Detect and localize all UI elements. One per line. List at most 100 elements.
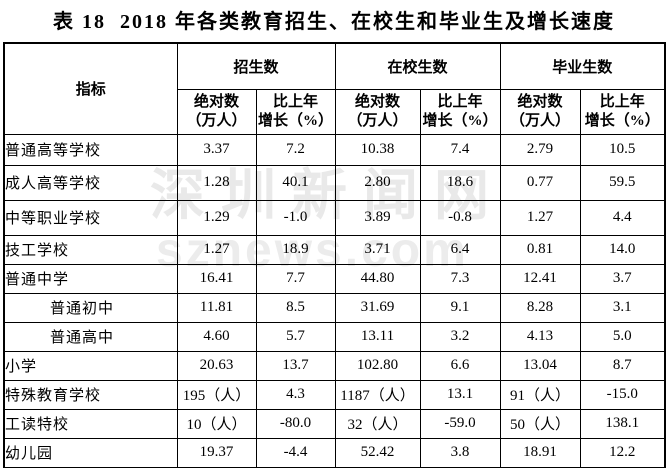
indicator-cell: 普通中学 bbox=[3, 263, 178, 294]
value-cell: 7.7 bbox=[255, 263, 336, 294]
subheader-line: 比上年 bbox=[599, 93, 645, 110]
value-cell: 6.6 bbox=[419, 350, 501, 381]
value-cell: -4.4 bbox=[255, 437, 336, 468]
subheader-line: 绝对数 bbox=[193, 93, 239, 110]
value-cell: 8.5 bbox=[255, 292, 336, 323]
header-enrollment-growth: 比上年增长（%） bbox=[255, 88, 336, 135]
table-row: 幼儿园 19.37 -4.4 52.42 3.8 18.91 12.2 bbox=[3, 437, 666, 468]
value-cell: 0.77 bbox=[499, 164, 581, 201]
value-cell: 7.2 bbox=[255, 133, 336, 166]
value-cell: 10（人） bbox=[176, 408, 257, 439]
value-cell: 10.5 bbox=[579, 133, 666, 166]
value-cell: 6.4 bbox=[419, 234, 501, 265]
indicator-cell: 普通初中 bbox=[3, 292, 178, 323]
value-cell: 18.6 bbox=[419, 164, 501, 201]
header-in-school-absolute: 绝对数 （万人） bbox=[334, 88, 421, 135]
value-cell: 16.41 bbox=[176, 263, 257, 294]
value-cell: 195（人） bbox=[176, 379, 257, 410]
table-title-text: 2018 年各类教育招生、在校生和毕业生及增长速度 bbox=[120, 11, 615, 33]
table-header: 指标 招生数 在校生数 毕业生数 绝对数 （万人） 比上年增长（%） 绝对数 （万人… bbox=[3, 42, 666, 135]
table-row: 普通中学 16.41 7.7 44.80 7.3 12.41 3.7 bbox=[3, 263, 666, 294]
value-cell: 18.9 bbox=[255, 234, 336, 265]
value-cell: 11.81 bbox=[176, 292, 257, 323]
value-cell: 13.04 bbox=[499, 350, 581, 381]
value-cell: 18.91 bbox=[499, 437, 581, 468]
subheader-line: （万人） bbox=[510, 112, 571, 129]
indicator-cell: 小学 bbox=[3, 350, 178, 381]
value-cell: 14.0 bbox=[579, 234, 666, 265]
value-cell: 7.3 bbox=[419, 263, 501, 294]
value-cell: 50（人） bbox=[499, 408, 581, 439]
value-cell: 40.1 bbox=[255, 164, 336, 201]
value-cell: 10.38 bbox=[334, 133, 421, 166]
value-cell: 13.1 bbox=[419, 379, 501, 410]
value-cell: 5.0 bbox=[579, 321, 666, 352]
value-cell: -59.0 bbox=[419, 408, 501, 439]
table-row: 普通高中 4.60 5.7 13.11 3.2 4.13 5.0 bbox=[3, 321, 666, 352]
value-cell: 1.29 bbox=[176, 199, 257, 236]
indicator-cell: 成人高等学校 bbox=[3, 164, 178, 201]
header-indicator: 指标 bbox=[3, 42, 178, 135]
value-cell: 2.79 bbox=[499, 133, 581, 166]
subheader-line: 增长（%） bbox=[258, 112, 334, 129]
header-graduates-absolute: 绝对数 （万人） bbox=[499, 88, 581, 135]
value-cell: 3.1 bbox=[579, 292, 666, 323]
value-cell: 31.69 bbox=[334, 292, 421, 323]
subheader-line: 增长（%） bbox=[584, 112, 660, 129]
table-row: 中等职业学校 1.29 -1.0 3.89 -0.8 1.27 4.4 bbox=[3, 199, 666, 236]
table-title: 表 18 2018 年各类教育招生、在校生和毕业生及增长速度 bbox=[0, 5, 668, 34]
value-cell: 4.13 bbox=[499, 321, 581, 352]
table-row: 普通高等学校 3.37 7.2 10.38 7.4 2.79 10.5 bbox=[3, 133, 666, 166]
indicator-cell: 中等职业学校 bbox=[3, 199, 178, 236]
table-row: 特殊教育学校 195（人） 4.3 1187（人） 13.1 91（人） -15.0 bbox=[3, 379, 666, 410]
table-row: 小学 20.63 13.7 102.80 6.6 13.04 8.7 bbox=[3, 350, 666, 381]
table-row: 成人高等学校 1.28 40.1 2.80 18.6 0.77 59.5 bbox=[3, 164, 666, 201]
value-cell: 3.2 bbox=[419, 321, 501, 352]
value-cell: -15.0 bbox=[579, 379, 666, 410]
header-group-enrollment: 招生数 bbox=[176, 42, 336, 90]
header-sub-row: 绝对数 （万人） 比上年 增长（%） 绝对数 （万人） 比上年 增长（%） 绝对数 （万人… bbox=[4, 88, 666, 135]
header-enrollment-absolute: 绝对数 （万人） bbox=[176, 88, 257, 135]
table-body: 普通高等学校 3.37 7.2 10.38 7.4 2.79 10.5 成人高等学校 1.28 4… bbox=[3, 133, 666, 468]
table-row: 技工学校 1.27 18.9 3.71 6.4 0.81 14.0 bbox=[3, 234, 666, 265]
table-row: 工读特校 10（人） -80.0 32（人） -59.0 50（人） 138.1 bbox=[3, 408, 666, 439]
header-group-row: 指标 招生数 在校生数 毕业生数 bbox=[3, 42, 666, 135]
header-in-school-growth: 比上年 增长（%） bbox=[419, 88, 501, 135]
value-cell: 12.2 bbox=[579, 437, 666, 468]
value-cell: -0.8 bbox=[419, 199, 501, 236]
header-group-graduates: 毕业生数 bbox=[499, 42, 666, 90]
subheader-line: 比上年 bbox=[273, 93, 319, 110]
value-cell: 91（人） bbox=[499, 379, 581, 410]
value-cell: 2.80 bbox=[334, 164, 421, 201]
value-cell: 102.80 bbox=[334, 350, 421, 381]
value-cell: 3.37 bbox=[176, 133, 257, 166]
value-cell: 52.42 bbox=[334, 437, 421, 468]
header-graduates-growth: 比上年增长（%） bbox=[579, 88, 666, 135]
subheader-line: 绝对数 bbox=[355, 93, 401, 110]
header-group-in-school: 在校生数 bbox=[334, 42, 501, 90]
value-cell: -80.0 bbox=[255, 408, 336, 439]
indicator-cell: 工读特校 bbox=[3, 408, 178, 439]
value-cell: 1187（人） bbox=[334, 379, 421, 410]
value-cell: 32（人） bbox=[334, 408, 421, 439]
value-cell: 1.28 bbox=[176, 164, 257, 201]
value-cell: 20.63 bbox=[176, 350, 257, 381]
subheader-line: （万人） bbox=[347, 112, 408, 129]
value-cell: 1.27 bbox=[176, 234, 257, 265]
value-cell: 138.1 bbox=[579, 408, 666, 439]
value-cell: 3.7 bbox=[579, 263, 666, 294]
value-cell: 44.80 bbox=[334, 263, 421, 294]
statistics-table: 指标 招生数 在校生数 毕业生数 绝对数 （万人） 比上年增长（%） 绝对数 （万人… bbox=[3, 42, 667, 468]
value-cell: 59.5 bbox=[579, 164, 666, 201]
value-cell: 13.11 bbox=[334, 321, 421, 352]
value-cell: 4.3 bbox=[255, 379, 336, 410]
value-cell: 8.28 bbox=[499, 292, 581, 323]
value-cell: -1.0 bbox=[255, 199, 336, 236]
value-cell: 4.4 bbox=[579, 199, 666, 236]
value-cell: 13.7 bbox=[255, 350, 336, 381]
value-cell: 4.60 bbox=[176, 321, 257, 352]
value-cell: 3.8 bbox=[419, 437, 501, 468]
indicator-cell: 幼儿园 bbox=[3, 437, 178, 468]
value-cell: 8.7 bbox=[579, 350, 666, 381]
